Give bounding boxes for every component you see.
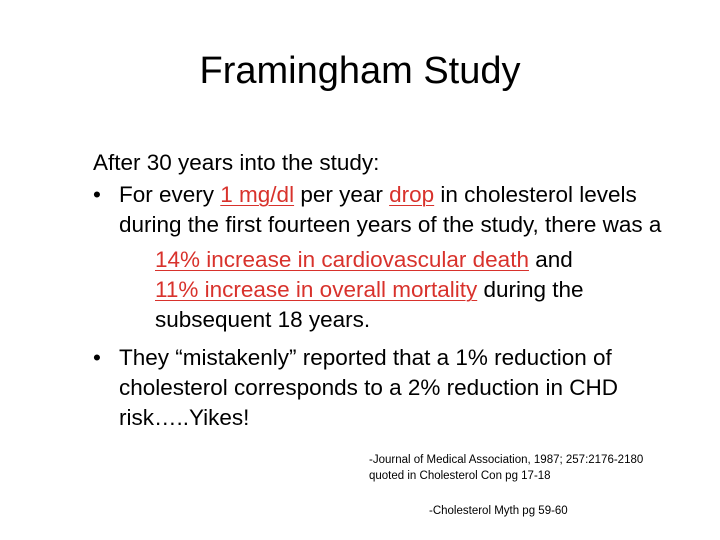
citation-journal: -Journal of Medical Association, 1987; 2… xyxy=(369,452,699,484)
slide-title: Framingham Study xyxy=(199,50,521,92)
intro-line: After 30 years into the study: xyxy=(93,150,380,175)
highlight-drop: drop xyxy=(389,182,435,207)
highlight-overall-mortality: 11% increase in overall mortality xyxy=(155,277,478,302)
bullet1-sub-and: and xyxy=(528,247,573,272)
bullet1-pre: For every xyxy=(119,182,221,207)
highlight-1mg-dl: 1 mg/dl xyxy=(220,182,295,207)
highlight-cardiovascular-death: 14% increase in cardiovascular death xyxy=(155,247,529,272)
bullet1-subtext: 14% increase in cardiovascular death and… xyxy=(119,245,693,335)
bullet1-post: in cholesterol levels during the first f… xyxy=(119,182,662,237)
bullet-symbol: • xyxy=(93,182,101,207)
bullet-item-2: • They “mistakenly” reported that a 1% r… xyxy=(93,343,693,433)
bullet1-sub-post: during the subsequent 18 years. xyxy=(155,277,584,332)
citation-cholesterol-myth: -Cholesterol Myth pg 59-60 xyxy=(429,505,568,517)
citation-journal-line1: -Journal of Medical Association, 1987; 2… xyxy=(369,454,644,466)
bullet2-text: They “mistakenly” reported that a 1% red… xyxy=(119,345,618,430)
bullet-item-1: • For every 1 mg/dl per year drop in cho… xyxy=(93,180,693,335)
bullet1-mid: per year xyxy=(294,182,390,207)
slide-body: After 30 years into the study: • For eve… xyxy=(93,148,693,433)
citation-journal-line2: quoted in Cholesterol Con pg 17-18 xyxy=(369,470,551,482)
bullet-symbol: • xyxy=(93,345,101,370)
